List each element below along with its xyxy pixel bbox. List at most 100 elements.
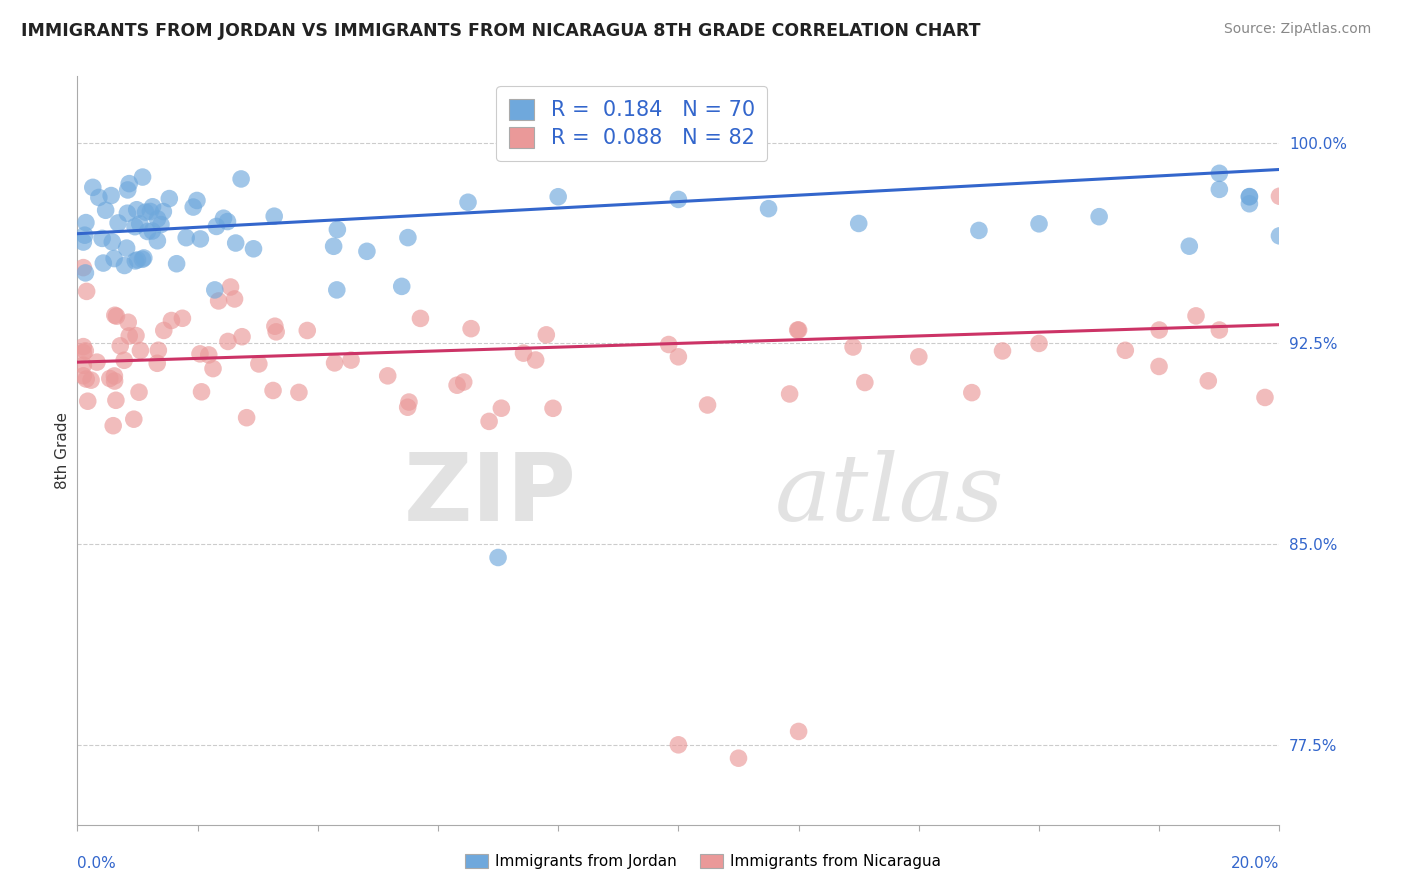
Point bbox=[326, 283, 349, 297]
Point bbox=[262, 384, 284, 398]
Point bbox=[160, 313, 183, 327]
Point bbox=[1239, 196, 1261, 211]
Point bbox=[263, 209, 285, 223]
Point bbox=[842, 340, 865, 354]
Point bbox=[117, 206, 139, 220]
Point bbox=[73, 228, 96, 243]
Point bbox=[181, 200, 204, 214]
Point bbox=[104, 393, 127, 408]
Point bbox=[967, 223, 990, 237]
Point bbox=[541, 401, 564, 416]
Point bbox=[118, 329, 141, 343]
Point bbox=[1208, 166, 1230, 180]
Point bbox=[758, 202, 780, 216]
Point bbox=[129, 343, 152, 358]
Point bbox=[202, 361, 225, 376]
Legend: R =  0.184   N = 70, R =  0.088   N = 82: R = 0.184 N = 70, R = 0.088 N = 82 bbox=[496, 87, 768, 161]
Point bbox=[197, 348, 219, 362]
Point bbox=[136, 225, 159, 239]
Point bbox=[478, 414, 501, 428]
Point bbox=[110, 339, 132, 353]
Point bbox=[247, 357, 270, 371]
Point bbox=[1028, 217, 1050, 231]
Point bbox=[396, 401, 419, 415]
Point bbox=[104, 374, 127, 388]
Point bbox=[524, 353, 547, 368]
Point bbox=[103, 252, 125, 266]
Text: 20.0%: 20.0% bbox=[1232, 855, 1279, 871]
Point bbox=[131, 169, 153, 184]
Point bbox=[1239, 189, 1261, 203]
Point bbox=[340, 353, 363, 368]
Point bbox=[1147, 359, 1170, 374]
Point bbox=[76, 394, 98, 409]
Point bbox=[207, 293, 229, 308]
Point bbox=[72, 345, 94, 359]
Point bbox=[409, 311, 432, 326]
Point bbox=[460, 321, 482, 335]
Point bbox=[122, 412, 145, 426]
Point bbox=[72, 368, 94, 383]
Point bbox=[135, 205, 157, 219]
Point bbox=[1254, 391, 1277, 405]
Text: Source: ZipAtlas.com: Source: ZipAtlas.com bbox=[1223, 22, 1371, 37]
Point bbox=[124, 253, 146, 268]
Point bbox=[779, 387, 801, 401]
Point bbox=[668, 193, 690, 207]
Point bbox=[131, 252, 153, 267]
Point bbox=[848, 217, 870, 231]
Point bbox=[146, 356, 169, 370]
Point bbox=[323, 356, 346, 370]
Point bbox=[75, 343, 97, 358]
Point bbox=[103, 368, 125, 383]
Point bbox=[235, 410, 257, 425]
Point bbox=[491, 401, 513, 416]
Point bbox=[297, 323, 319, 337]
Text: 0.0%: 0.0% bbox=[77, 855, 117, 871]
Point bbox=[217, 214, 239, 228]
Point bbox=[787, 323, 810, 337]
Point bbox=[118, 177, 141, 191]
Point bbox=[853, 376, 876, 390]
Point bbox=[398, 395, 420, 409]
Point bbox=[125, 328, 148, 343]
Point bbox=[377, 368, 399, 383]
Point bbox=[668, 350, 690, 364]
Point bbox=[696, 398, 718, 412]
Text: atlas: atlas bbox=[775, 450, 1004, 541]
Text: IMMIGRANTS FROM JORDAN VS IMMIGRANTS FROM NICARAGUA 8TH GRADE CORRELATION CHART: IMMIGRANTS FROM JORDAN VS IMMIGRANTS FRO… bbox=[21, 22, 980, 40]
Point bbox=[82, 180, 104, 194]
Point bbox=[125, 202, 148, 217]
Point bbox=[117, 183, 139, 197]
Point bbox=[512, 346, 534, 360]
Point bbox=[786, 323, 808, 337]
Point bbox=[396, 230, 419, 244]
Point bbox=[453, 375, 475, 389]
Point bbox=[87, 190, 110, 204]
Point bbox=[157, 192, 180, 206]
Point bbox=[1239, 190, 1261, 204]
Point bbox=[114, 259, 136, 273]
Point bbox=[787, 724, 810, 739]
Point bbox=[547, 190, 569, 204]
Point bbox=[75, 216, 97, 230]
Point bbox=[72, 358, 94, 372]
Point bbox=[991, 343, 1014, 358]
Point bbox=[103, 418, 125, 433]
Point bbox=[229, 172, 252, 186]
Point bbox=[190, 384, 212, 399]
Point bbox=[486, 550, 509, 565]
Point bbox=[115, 241, 138, 255]
Point bbox=[117, 315, 139, 329]
Point bbox=[322, 239, 344, 253]
Point bbox=[132, 251, 155, 265]
Point bbox=[142, 200, 165, 214]
Point bbox=[217, 334, 239, 349]
Point bbox=[72, 260, 94, 275]
Point bbox=[1185, 309, 1208, 323]
Point bbox=[727, 751, 749, 765]
Point bbox=[1208, 182, 1230, 196]
Point bbox=[536, 327, 558, 342]
Point bbox=[264, 325, 287, 339]
Point bbox=[188, 232, 211, 246]
